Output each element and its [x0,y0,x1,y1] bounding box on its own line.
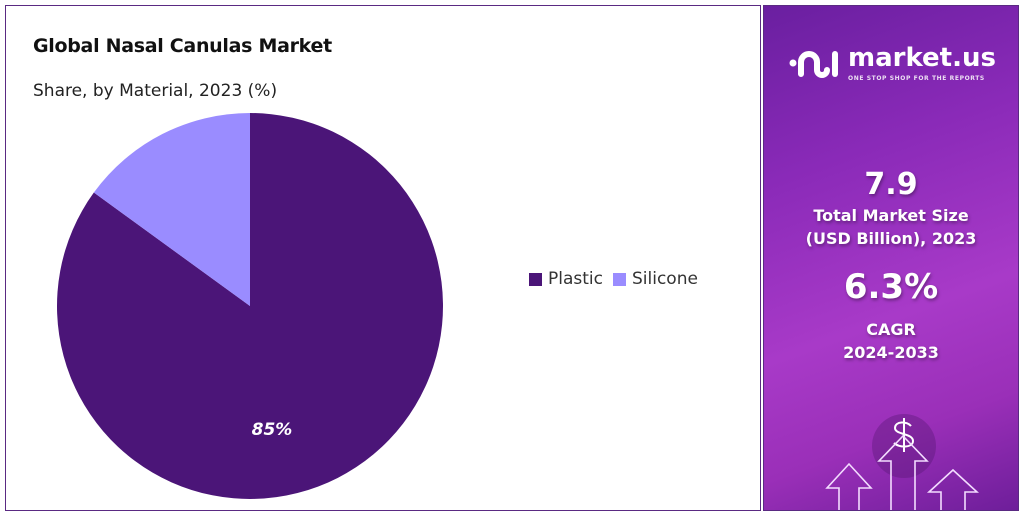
pie-slice-silicone [93,113,251,306]
legend-item-plastic: Plastic [529,268,603,290]
summary-sidebar: market.us ONE STOP SHOP FOR THE REPORTS … [763,5,1019,511]
cagr-label: CAGR [866,320,916,339]
market-size-label: Total Market Size [813,206,969,225]
chart-title: Global Nasal Canulas Market [33,35,332,57]
legend-label-silicone: Silicone [631,269,698,289]
chart-panel: Global Nasal Canulas Market Share, by Ma… [5,5,761,511]
legend-swatch-silicone [612,272,626,286]
legend-swatch-plastic [529,272,542,286]
logo-tagline: ONE STOP SHOP FOR THE REPORTS [848,75,985,82]
legend-item-silicone: Silicone [612,268,698,290]
logo-icon [789,50,838,78]
data-label-plastic: 85% [252,420,293,440]
market-size-unit: (USD Billion), 2023 [805,229,977,248]
logo-text: market.us [848,43,996,73]
stats-block: 7.9 Total Market Size (USD Billion), 202… [764,166,1018,364]
legend: Plastic Silicone [529,268,708,290]
chart-subtitle: Share, by Material, 2023 (%) [33,81,278,101]
cagr-period: 2024-2033 [843,343,939,362]
pie-slice-plastic [56,113,443,499]
legend-label-plastic: Plastic [548,269,603,289]
dollar-arrows-icon [825,414,979,510]
pie-chart: 85% [56,113,443,499]
market-us-logo: market.us ONE STOP SHOP FOR THE REPORTS [788,42,996,83]
market-size-value: 7.9 [864,167,918,202]
cagr-value: 6.3% [843,267,939,307]
